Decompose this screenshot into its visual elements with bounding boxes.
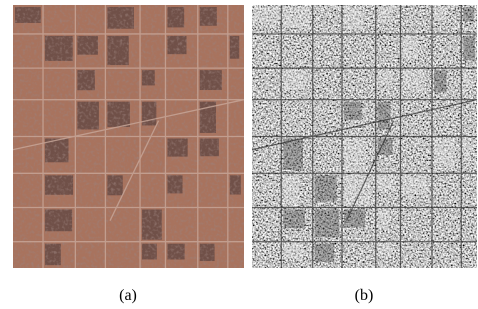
satellite-image-rgb [13, 5, 244, 268]
block [403, 36, 419, 59]
block [434, 7, 447, 20]
block [315, 210, 339, 238]
block [344, 175, 371, 205]
block [463, 36, 475, 60]
block [315, 175, 337, 201]
block [378, 210, 389, 229]
block [344, 102, 362, 120]
block [403, 175, 428, 194]
block [283, 70, 306, 90]
block [434, 139, 455, 167]
block [378, 70, 393, 85]
block [463, 70, 471, 90]
satellite-image-gray [252, 5, 477, 268]
block [283, 175, 298, 204]
block [283, 139, 303, 170]
block [378, 244, 393, 256]
block [283, 210, 305, 229]
block [463, 139, 470, 161]
figure: (a) (b) [0, 0, 478, 309]
block [315, 244, 334, 262]
block [434, 70, 447, 92]
block [283, 7, 310, 28]
block [403, 70, 424, 91]
caption: (a) [119, 287, 137, 304]
block [463, 7, 474, 22]
block [378, 139, 393, 156]
block [283, 244, 303, 259]
block [344, 139, 366, 172]
block [344, 7, 364, 30]
caption: (b) [355, 287, 374, 304]
block [378, 7, 392, 22]
block [254, 7, 279, 23]
block [378, 175, 395, 191]
block [378, 102, 390, 130]
